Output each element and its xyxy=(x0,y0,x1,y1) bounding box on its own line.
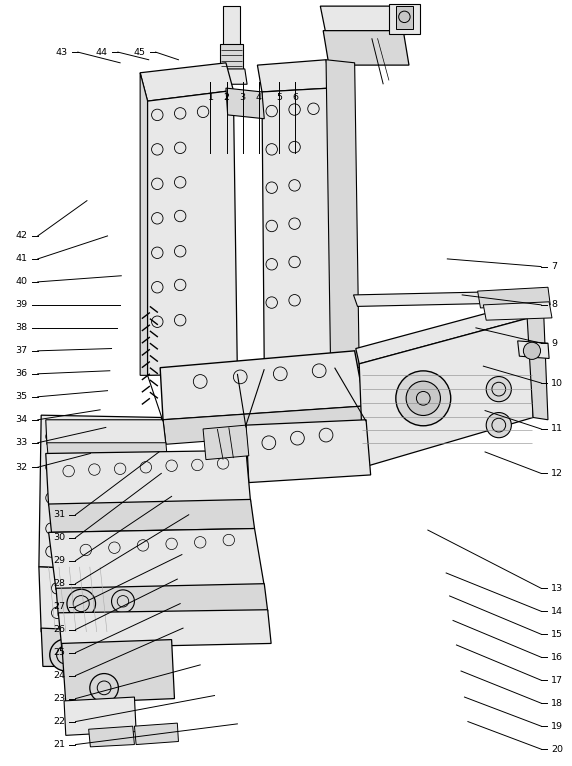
Polygon shape xyxy=(163,406,369,444)
Polygon shape xyxy=(41,628,134,666)
Circle shape xyxy=(89,641,112,664)
Polygon shape xyxy=(220,44,243,70)
Polygon shape xyxy=(49,499,255,532)
Polygon shape xyxy=(203,425,249,460)
Polygon shape xyxy=(216,69,247,84)
Text: 11: 11 xyxy=(551,424,563,434)
Text: 7: 7 xyxy=(551,262,557,271)
Polygon shape xyxy=(326,60,359,368)
Circle shape xyxy=(112,590,134,613)
Polygon shape xyxy=(39,567,133,632)
Text: 36: 36 xyxy=(15,369,28,378)
Text: 38: 38 xyxy=(15,323,28,332)
Circle shape xyxy=(406,381,440,415)
Polygon shape xyxy=(160,351,365,420)
Polygon shape xyxy=(134,723,178,745)
Bar xyxy=(389,4,420,34)
Text: 6: 6 xyxy=(292,93,298,103)
Text: 4: 4 xyxy=(256,93,261,103)
Polygon shape xyxy=(320,6,406,34)
Text: 26: 26 xyxy=(54,625,66,634)
Polygon shape xyxy=(46,420,166,444)
Text: 24: 24 xyxy=(54,671,66,680)
Polygon shape xyxy=(356,303,529,364)
Polygon shape xyxy=(58,610,271,648)
Circle shape xyxy=(67,589,96,618)
Text: 13: 13 xyxy=(551,584,563,593)
Text: 2: 2 xyxy=(224,93,229,103)
Text: 21: 21 xyxy=(54,740,66,749)
Text: 25: 25 xyxy=(54,648,66,657)
Text: 12: 12 xyxy=(551,469,563,478)
Text: 35: 35 xyxy=(15,392,28,401)
Circle shape xyxy=(396,371,451,426)
Polygon shape xyxy=(246,420,371,483)
Text: 45: 45 xyxy=(134,47,146,57)
Circle shape xyxy=(486,377,511,401)
Polygon shape xyxy=(353,291,531,306)
Polygon shape xyxy=(62,640,174,703)
Polygon shape xyxy=(518,341,549,358)
Polygon shape xyxy=(526,303,548,420)
Text: 41: 41 xyxy=(16,254,28,264)
Text: 3: 3 xyxy=(240,93,245,103)
Text: 29: 29 xyxy=(54,556,66,565)
Text: 23: 23 xyxy=(53,694,66,703)
Text: 19: 19 xyxy=(551,722,563,731)
Text: 17: 17 xyxy=(551,676,563,685)
Text: 5: 5 xyxy=(276,93,282,103)
Text: 31: 31 xyxy=(53,510,66,519)
Polygon shape xyxy=(89,726,134,747)
Text: 1: 1 xyxy=(208,93,213,103)
Text: 14: 14 xyxy=(551,607,563,616)
Polygon shape xyxy=(262,88,335,369)
Text: 37: 37 xyxy=(15,346,28,355)
Polygon shape xyxy=(140,63,233,101)
Circle shape xyxy=(50,639,82,671)
Text: 40: 40 xyxy=(16,277,28,286)
Circle shape xyxy=(90,673,118,702)
Polygon shape xyxy=(140,73,148,375)
Text: 16: 16 xyxy=(551,653,563,662)
Polygon shape xyxy=(226,88,264,119)
Polygon shape xyxy=(56,584,268,616)
Text: 30: 30 xyxy=(53,533,66,542)
Text: 32: 32 xyxy=(15,463,28,472)
Polygon shape xyxy=(64,697,136,735)
Text: 22: 22 xyxy=(54,717,66,726)
Text: 18: 18 xyxy=(551,699,563,708)
Text: 15: 15 xyxy=(551,630,563,639)
Text: 43: 43 xyxy=(55,47,68,57)
Polygon shape xyxy=(359,318,533,467)
Text: 42: 42 xyxy=(16,231,28,241)
Polygon shape xyxy=(483,302,552,320)
Polygon shape xyxy=(47,443,167,456)
Text: 10: 10 xyxy=(551,378,563,388)
Text: 44: 44 xyxy=(96,47,108,57)
Text: 9: 9 xyxy=(551,339,557,348)
Polygon shape xyxy=(223,6,240,47)
Text: 27: 27 xyxy=(54,602,66,611)
Text: 33: 33 xyxy=(15,438,28,447)
Polygon shape xyxy=(478,287,550,308)
Polygon shape xyxy=(46,450,251,506)
Polygon shape xyxy=(39,415,165,571)
Circle shape xyxy=(486,413,511,437)
Bar xyxy=(396,6,413,29)
Text: 34: 34 xyxy=(15,415,28,424)
Text: 28: 28 xyxy=(54,579,66,588)
Polygon shape xyxy=(257,60,331,92)
Polygon shape xyxy=(148,90,237,375)
Polygon shape xyxy=(49,529,264,590)
Text: 8: 8 xyxy=(551,300,557,309)
Polygon shape xyxy=(323,31,409,65)
Text: 20: 20 xyxy=(551,745,563,754)
Text: 39: 39 xyxy=(15,300,28,309)
Circle shape xyxy=(523,342,541,359)
